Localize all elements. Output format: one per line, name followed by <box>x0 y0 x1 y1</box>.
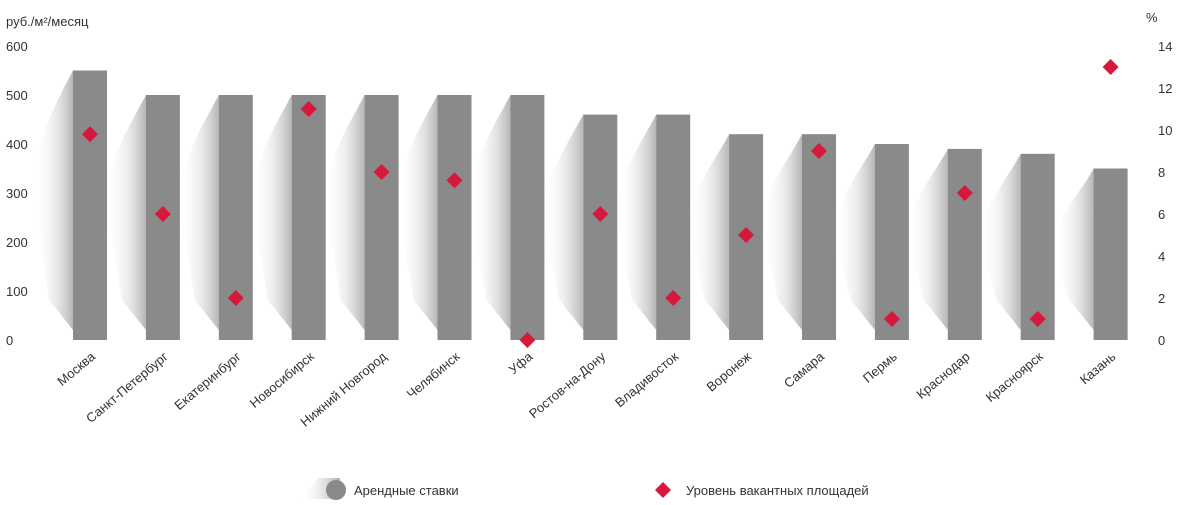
right-tick-label: 12 <box>1158 81 1172 96</box>
rent-bar <box>948 149 982 340</box>
category-label: Самара <box>781 348 828 390</box>
legend-vacancy-swatch <box>655 482 671 498</box>
bar-shadow <box>106 95 146 330</box>
rent-bar <box>875 144 909 340</box>
left-axis-unit: руб./м²/месяц <box>6 14 89 29</box>
rent-bar <box>292 95 326 340</box>
bar-shadow <box>981 154 1021 330</box>
right-tick-label: 0 <box>1158 333 1165 348</box>
right-tick-label: 2 <box>1158 291 1165 306</box>
right-tick-label: 4 <box>1158 249 1165 264</box>
vacancy-marker <box>1103 59 1119 75</box>
legend: Арендные ставки Уровень вакантных площад… <box>300 478 869 500</box>
bar-shadow <box>835 144 875 330</box>
legend-rent-label: Арендные ставки <box>354 483 459 498</box>
left-tick-label: 300 <box>6 186 28 201</box>
category-label: Краснодар <box>914 349 973 402</box>
category-label: Москва <box>54 348 98 389</box>
left-tick-label: 200 <box>6 235 28 250</box>
category-label: Красноярск <box>983 349 1046 405</box>
right-tick-label: 10 <box>1158 123 1172 138</box>
legend-vacancy-label: Уровень вакантных площадей <box>686 483 869 498</box>
bar-shadow <box>1054 169 1094 331</box>
bar-shadow <box>470 95 510 330</box>
rent-bar <box>802 134 836 340</box>
right-axis-unit: % <box>1146 10 1158 25</box>
bar-shadow <box>325 95 365 330</box>
category-label: Новосибирск <box>247 349 317 411</box>
left-axis-ticks: 0 100 200 300 400 500 600 <box>6 39 28 348</box>
category-label: Казань <box>1077 349 1119 388</box>
bar-shadow <box>179 95 219 330</box>
category-label: Екатеринбург <box>171 349 243 413</box>
category-label: Челябинск <box>404 349 463 402</box>
bar-shadow <box>543 115 583 330</box>
bar-shadow <box>762 134 802 330</box>
bar-shadow <box>689 134 729 330</box>
left-tick-label: 100 <box>6 284 28 299</box>
left-tick-label: 400 <box>6 137 28 152</box>
right-tick-label: 8 <box>1158 165 1165 180</box>
legend-item-rent: Арендные ставки <box>300 478 459 500</box>
category-label: Воронеж <box>704 349 755 395</box>
legend-item-vacancy: Уровень вакантных площадей <box>655 482 869 498</box>
bar-shadow <box>33 71 73 331</box>
rent-bar <box>365 95 399 340</box>
left-tick-label: 600 <box>6 39 28 54</box>
rent-bar <box>656 115 690 340</box>
rent-bar <box>583 115 617 340</box>
rent-bar <box>1094 169 1128 341</box>
bar-shadow <box>908 149 948 330</box>
bar-shadow <box>252 95 292 330</box>
right-tick-label: 14 <box>1158 39 1172 54</box>
bar-shadow <box>398 95 438 330</box>
category-label: Владивосток <box>612 349 681 411</box>
bar-shadow <box>616 115 656 330</box>
bar-shadows <box>33 71 1094 331</box>
category-label: Уфа <box>506 348 536 377</box>
category-label: Ростов-на-Дону <box>526 348 609 421</box>
left-tick-label: 500 <box>6 88 28 103</box>
right-tick-label: 6 <box>1158 207 1165 222</box>
rent-bar <box>510 95 544 340</box>
category-label: Пермь <box>860 349 900 386</box>
legend-rent-swatch <box>326 480 346 500</box>
rent-bar <box>438 95 472 340</box>
right-axis-ticks: 0 2 4 6 8 10 12 14 <box>1158 39 1172 348</box>
rent-bar <box>73 71 107 341</box>
left-tick-label: 0 <box>6 333 13 348</box>
